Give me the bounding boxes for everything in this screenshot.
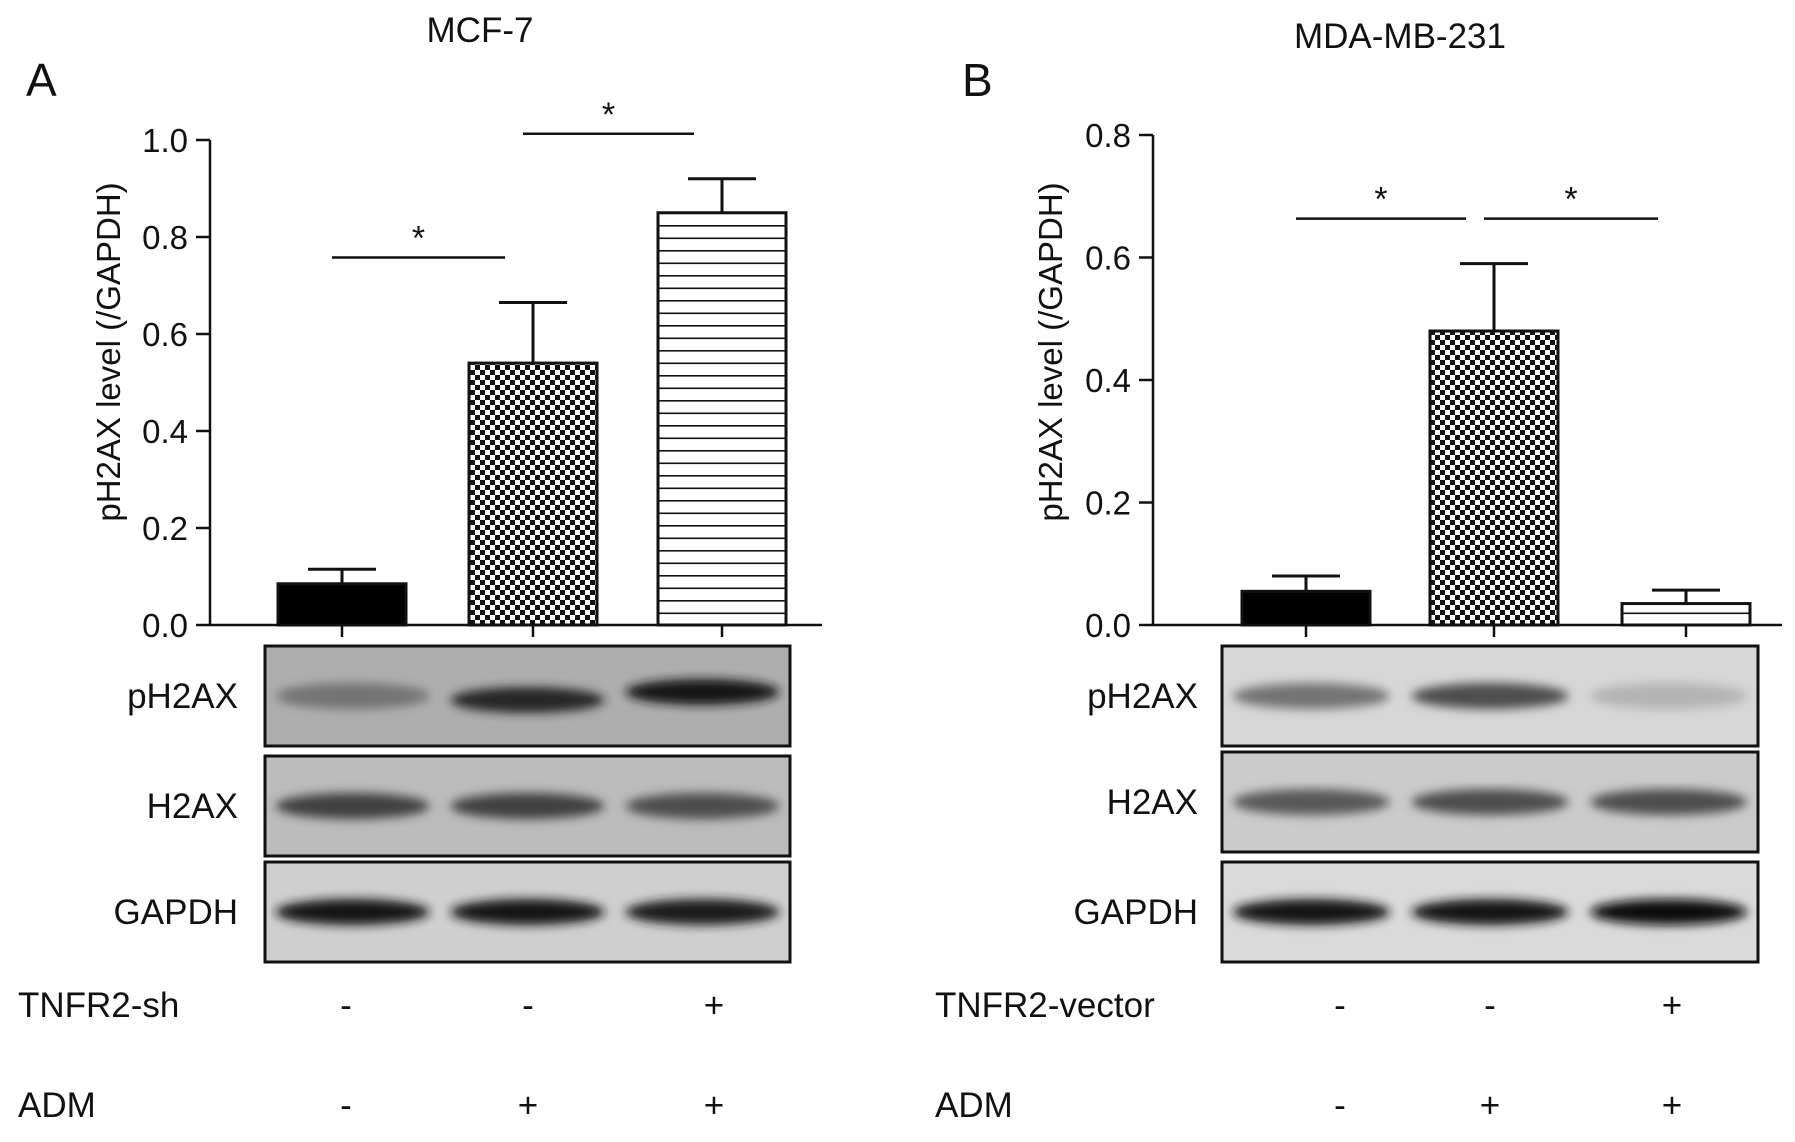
blot-label: GAPDH bbox=[1074, 893, 1198, 932]
blot-band bbox=[450, 793, 605, 819]
blot-frame bbox=[1220, 750, 1760, 854]
bar bbox=[1620, 602, 1752, 627]
bar bbox=[656, 211, 788, 627]
bar-plot: 0.0 0.2 0.4 0.6 0.8 * * bbox=[1085, 117, 1782, 644]
blot-label: H2AX bbox=[147, 787, 238, 826]
treatment-sign: + bbox=[518, 1086, 538, 1125]
treatment-label: TNFR2-sh bbox=[18, 986, 179, 1025]
blot-band bbox=[275, 683, 430, 709]
treatment-table: TNFR2-vector - - + ADM - + + bbox=[935, 986, 1682, 1125]
treatment-label: TNFR2-vector bbox=[935, 986, 1155, 1025]
blot-label: H2AX bbox=[1107, 783, 1198, 822]
blot-label: pH2AX bbox=[1087, 677, 1198, 716]
treatment-sign: - bbox=[522, 986, 534, 1025]
blot-band bbox=[1411, 789, 1569, 815]
blot-label: GAPDH bbox=[114, 893, 238, 932]
blot-band bbox=[450, 687, 605, 713]
blot-band bbox=[1590, 683, 1748, 709]
blot-frame bbox=[1220, 644, 1760, 748]
significance-label: * bbox=[1564, 181, 1577, 219]
treatment-sign: - bbox=[340, 986, 352, 1025]
blot-band bbox=[1411, 899, 1569, 925]
chart-title: MCF-7 bbox=[427, 11, 534, 50]
y-tick-label: 0.8 bbox=[142, 219, 188, 256]
blot-band bbox=[1590, 899, 1748, 925]
bar-plot: 0.0 0.2 0.4 0.6 0.8 1.0 * * bbox=[142, 96, 822, 644]
y-tick-label: 0.4 bbox=[1085, 362, 1131, 399]
y-tick-label: 0.4 bbox=[142, 413, 188, 450]
treatment-sign: - bbox=[1334, 1086, 1346, 1125]
blot-band bbox=[1232, 683, 1390, 709]
blot-band bbox=[1590, 789, 1748, 815]
panel-letter: B bbox=[962, 54, 993, 106]
chart-title: MDA-MB-231 bbox=[1294, 17, 1506, 56]
treatment-table: TNFR2-sh - - + ADM - + + bbox=[18, 986, 724, 1125]
y-tick-label: 0.0 bbox=[1085, 607, 1131, 644]
blot-label: pH2AX bbox=[127, 677, 238, 716]
treatment-label: ADM bbox=[18, 1086, 96, 1125]
y-axis-label: pH2AX level (/GAPDH) bbox=[90, 182, 127, 521]
treatment-sign: - bbox=[1484, 986, 1496, 1025]
significance-label: * bbox=[412, 219, 425, 257]
blot-band bbox=[1232, 789, 1390, 815]
bar bbox=[1428, 329, 1560, 627]
panel-a: A MCF-7 pH2AX level (/GAPDH) 0.00.20.40.… bbox=[18, 11, 822, 1125]
blot-frame bbox=[1220, 860, 1760, 964]
blot-band bbox=[625, 899, 780, 925]
significance-label: * bbox=[602, 96, 615, 134]
bar bbox=[467, 361, 599, 627]
blot-band bbox=[625, 793, 780, 819]
bar bbox=[1240, 589, 1372, 627]
blot-band bbox=[625, 679, 780, 705]
blot-frame bbox=[263, 644, 792, 748]
western-blots: pH2AX H2AX GAPDH bbox=[1074, 644, 1760, 964]
bar bbox=[276, 582, 408, 627]
blot-band bbox=[275, 899, 430, 925]
panel-letter: A bbox=[26, 54, 57, 106]
blot-band bbox=[450, 899, 605, 925]
treatment-label: ADM bbox=[935, 1086, 1013, 1125]
y-tick-label: 0.2 bbox=[142, 510, 188, 547]
panel-b: B MDA-MB-231 pH2AX level (/GAPDH) 0.0 0.2… bbox=[935, 17, 1782, 1125]
blot-band bbox=[1411, 683, 1569, 709]
treatment-sign: + bbox=[704, 1086, 724, 1125]
treatment-sign: - bbox=[1334, 986, 1346, 1025]
y-tick-label: 0.0 bbox=[142, 607, 188, 644]
y-tick-label: 0.8 bbox=[1085, 117, 1131, 154]
treatment-sign: + bbox=[1662, 1086, 1682, 1125]
blot-band bbox=[1232, 899, 1390, 925]
blot-frame bbox=[263, 754, 792, 858]
y-tick-label: 0.6 bbox=[142, 316, 188, 353]
treatment-sign: + bbox=[1662, 986, 1682, 1025]
y-tick-label: 1.0 bbox=[142, 122, 188, 159]
blot-band bbox=[275, 793, 430, 819]
western-blots: pH2AX H2AX GAPDH bbox=[114, 644, 792, 964]
y-tick-label: 0.2 bbox=[1085, 485, 1131, 522]
significance-label: * bbox=[1374, 181, 1387, 219]
treatment-sign: + bbox=[1480, 1086, 1500, 1125]
treatment-sign: + bbox=[704, 986, 724, 1025]
treatment-sign: - bbox=[340, 1086, 352, 1125]
y-tick-label: 0.6 bbox=[1085, 240, 1131, 277]
y-axis-label: pH2AX level (/GAPDH) bbox=[1032, 182, 1069, 521]
blot-frame bbox=[263, 860, 792, 964]
